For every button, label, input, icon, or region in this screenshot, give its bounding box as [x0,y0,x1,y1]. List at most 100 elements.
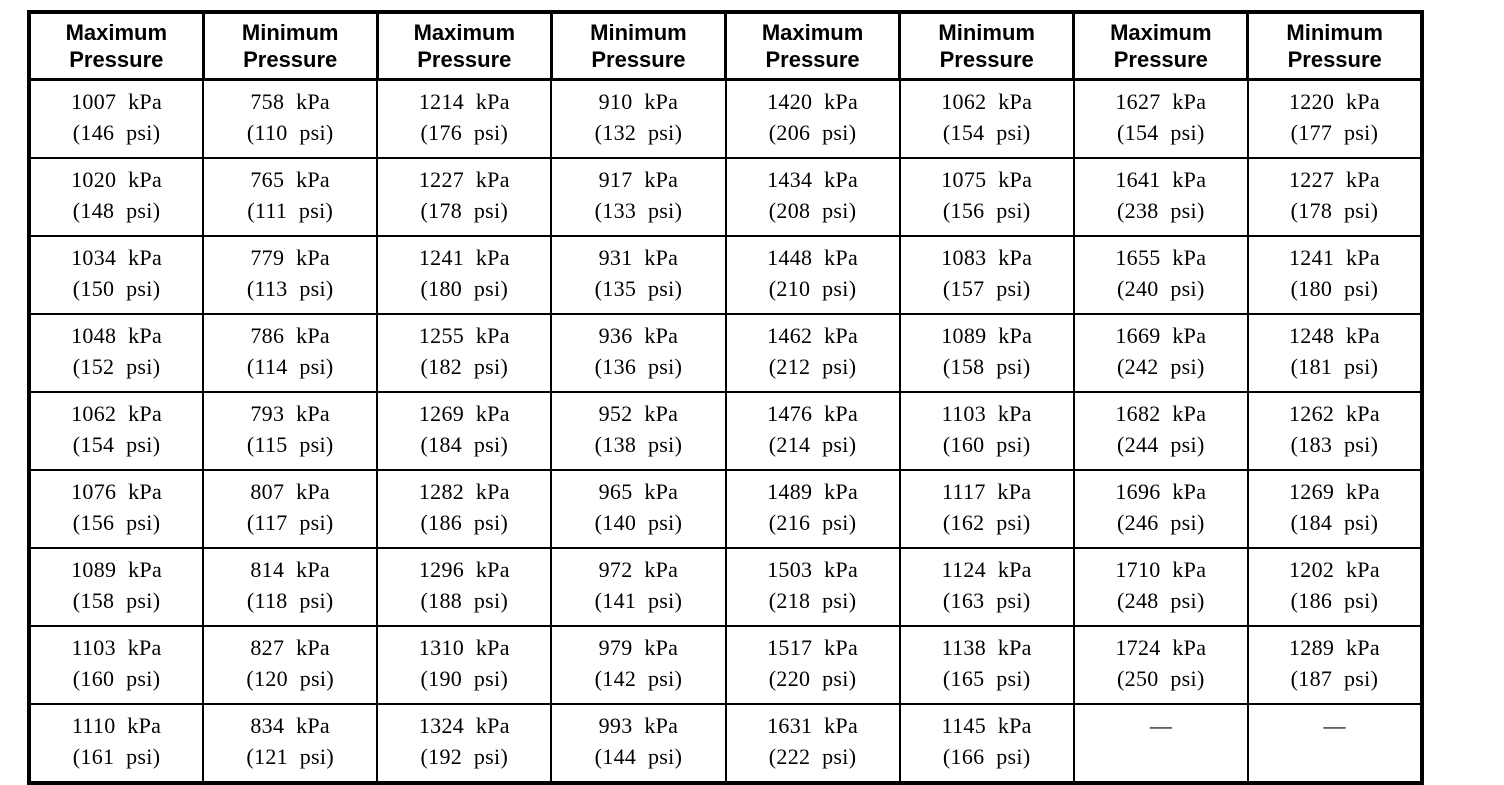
pressure-kpa-value: 1710 kPa [1115,557,1207,582]
column-header-line: Pressure [1113,47,1208,72]
pressure-cell: 834 kPa (121 psi) [202,703,379,784]
pressure-kpa-value: 1462 kPa [767,323,859,348]
pressure-kpa-value: 1227 kPa [1288,167,1380,192]
pressure-cell: 1476 kPa (214 psi) [724,391,901,471]
pressure-cell: 1682 kPa (244 psi) [1072,391,1249,471]
pressure-kpa-value: 979 kPa [598,635,679,660]
pressure-kpa-value: 793 kPa [250,401,330,426]
pressure-kpa-value: 1641 kPa [1115,167,1207,192]
column-header-line: Maximum [413,20,516,45]
empty-cell-dash: — [1149,713,1172,738]
pressure-psi-value: (218 psi) [768,588,857,613]
pressure-kpa-value: 1282 kPa [418,479,510,504]
pressure-psi-value: (120 psi) [246,666,334,691]
pressure-psi-value: (142 psi) [594,666,683,691]
pressure-kpa-value: 1075 kPa [941,167,1033,192]
column-header-line: Maximum [761,20,864,45]
table-row: 1034 kPa (150 psi) 779 kPa (113 psi) 1241 kP… [27,235,1424,315]
pressure-kpa-value: 1269 kPa [1288,479,1380,504]
pressure-kpa-value: 1631 kPa [767,713,859,738]
pressure-psi-value: (154 psi) [1117,120,1205,145]
pressure-kpa-value: 779 kPa [250,245,330,270]
pressure-cell: 979 kPa (142 psi) [550,625,727,705]
pressure-kpa-value: 1083 kPa [941,245,1033,270]
pressure-kpa-value: 1227 kPa [418,167,510,192]
pressure-psi-value: (180 psi) [1290,276,1379,301]
pressure-kpa-value: 765 kPa [250,167,330,192]
pressure-cell: 1062 kPa (154 psi) [898,78,1075,159]
pressure-kpa-value: 1269 kPa [418,401,510,426]
pressure-psi-value: (156 psi) [72,510,161,535]
pressure-cell: 1048 kPa (152 psi) [27,313,205,393]
pressure-kpa-value: 1117 kPa [942,479,1032,504]
pressure-kpa-value: 931 kPa [598,245,679,270]
pressure-psi-value: (208 psi) [768,198,857,223]
pressure-kpa-value: 1220 kPa [1288,89,1380,114]
table-body: 1007 kPa (146 psi) 758 kPa (110 psi) 1214 kP… [27,78,1424,784]
table-row: 1048 kPa (152 psi) 786 kPa (114 psi) 1255 kP… [27,313,1424,393]
pressure-cell: 1669 kPa (242 psi) [1072,313,1249,393]
pressure-kpa-value: 910 kPa [598,89,679,114]
pressure-kpa-value: 1020 kPa [71,167,163,192]
table-row: 1062 kPa (154 psi) 793 kPa (115 psi) 1269 kP… [27,391,1424,471]
pressure-kpa-value: 807 kPa [250,479,330,504]
pressure-cell: 1296 kPa (188 psi) [376,547,553,627]
pressure-psi-value: (117 psi) [246,510,334,535]
pressure-cell: 1269 kPa (184 psi) [1246,469,1424,549]
pressure-cell: 1241 kPa (180 psi) [1246,235,1424,315]
column-header-line: Minimum [938,20,1035,45]
pressure-kpa-value: 1089 kPa [941,323,1033,348]
column-header-line: Pressure [243,47,338,72]
pressure-kpa-value: 993 kPa [598,713,679,738]
pressure-cell: 1138 kPa (165 psi) [898,625,1075,705]
pressure-cell: 952 kPa (138 psi) [550,391,727,471]
pressure-kpa-value: 1076 kPa [71,479,163,504]
pressure-kpa-value: 1696 kPa [1115,479,1207,504]
pressure-psi-value: (192 psi) [420,744,509,769]
pressure-kpa-value: 1202 kPa [1288,557,1380,582]
pressure-cell: 1289 kPa (187 psi) [1246,625,1424,705]
pressure-kpa-value: 1682 kPa [1115,401,1207,426]
pressure-cell: 1710 kPa (248 psi) [1072,547,1249,627]
empty-cell-dash: — [1323,713,1346,738]
pressure-cell: 993 kPa (144 psi) [550,703,727,784]
pressure-kpa-value: 1034 kPa [71,245,163,270]
pressure-kpa-value: 1517 kPa [767,635,859,660]
pressure-psi-value: (178 psi) [1290,198,1379,223]
pressure-kpa-value: 1669 kPa [1115,323,1207,348]
pressure-psi-value: (140 psi) [594,510,683,535]
pressure-psi-value: (210 psi) [768,276,857,301]
pressure-cell: 1007 kPa (146 psi) [27,78,205,159]
pressure-psi-value: (182 psi) [420,354,509,379]
pressure-cell: — [1246,703,1424,784]
pressure-cell: 965 kPa (140 psi) [550,469,727,549]
pressure-cell: 1220 kPa (177 psi) [1246,78,1424,159]
pressure-cell: — [1072,703,1249,784]
pressure-psi-value: (141 psi) [594,588,683,613]
pressure-psi-value: (146 psi) [72,120,161,145]
pressure-cell: 814 kPa (118 psi) [202,547,379,627]
pressure-kpa-value: 1241 kPa [418,245,510,270]
pressure-cell: 910 kPa (132 psi) [550,78,727,159]
pressure-kpa-value: 1627 kPa [1115,89,1207,114]
pressure-kpa-value: 1289 kPa [1288,635,1380,660]
pressure-cell: 917 kPa (133 psi) [550,157,727,237]
pressure-psi-value: (220 psi) [768,666,857,691]
pressure-psi-value: (113 psi) [246,276,334,301]
column-header-line: Pressure [1287,47,1382,72]
pressure-cell: 931 kPa (135 psi) [550,235,727,315]
table-row: 1089 kPa (158 psi) 814 kPa (118 psi) 1296 kP… [27,547,1424,627]
pressure-cell: 765 kPa (111 psi) [202,157,379,237]
pressure-cell: 1227 kPa (178 psi) [1246,157,1424,237]
column-header: Minimum Pressure [898,10,1076,81]
table-row: 1110 kPa (161 psi) 834 kPa (121 psi) 1324 kP… [27,703,1424,784]
column-header: Minimum Pressure [1246,10,1424,81]
pressure-psi-value: (161 psi) [72,744,161,769]
table-row: 1007 kPa (146 psi) 758 kPa (110 psi) 1214 kP… [27,78,1424,159]
column-header-line: Minimum [241,20,339,45]
pressure-psi-value: (212 psi) [768,354,857,379]
pressure-kpa-value: 1007 kPa [71,89,163,114]
pressure-psi-value: (111 psi) [247,198,334,223]
pressure-psi-value: (181 psi) [1290,354,1379,379]
pressure-cell: 1103 kPa (160 psi) [898,391,1075,471]
